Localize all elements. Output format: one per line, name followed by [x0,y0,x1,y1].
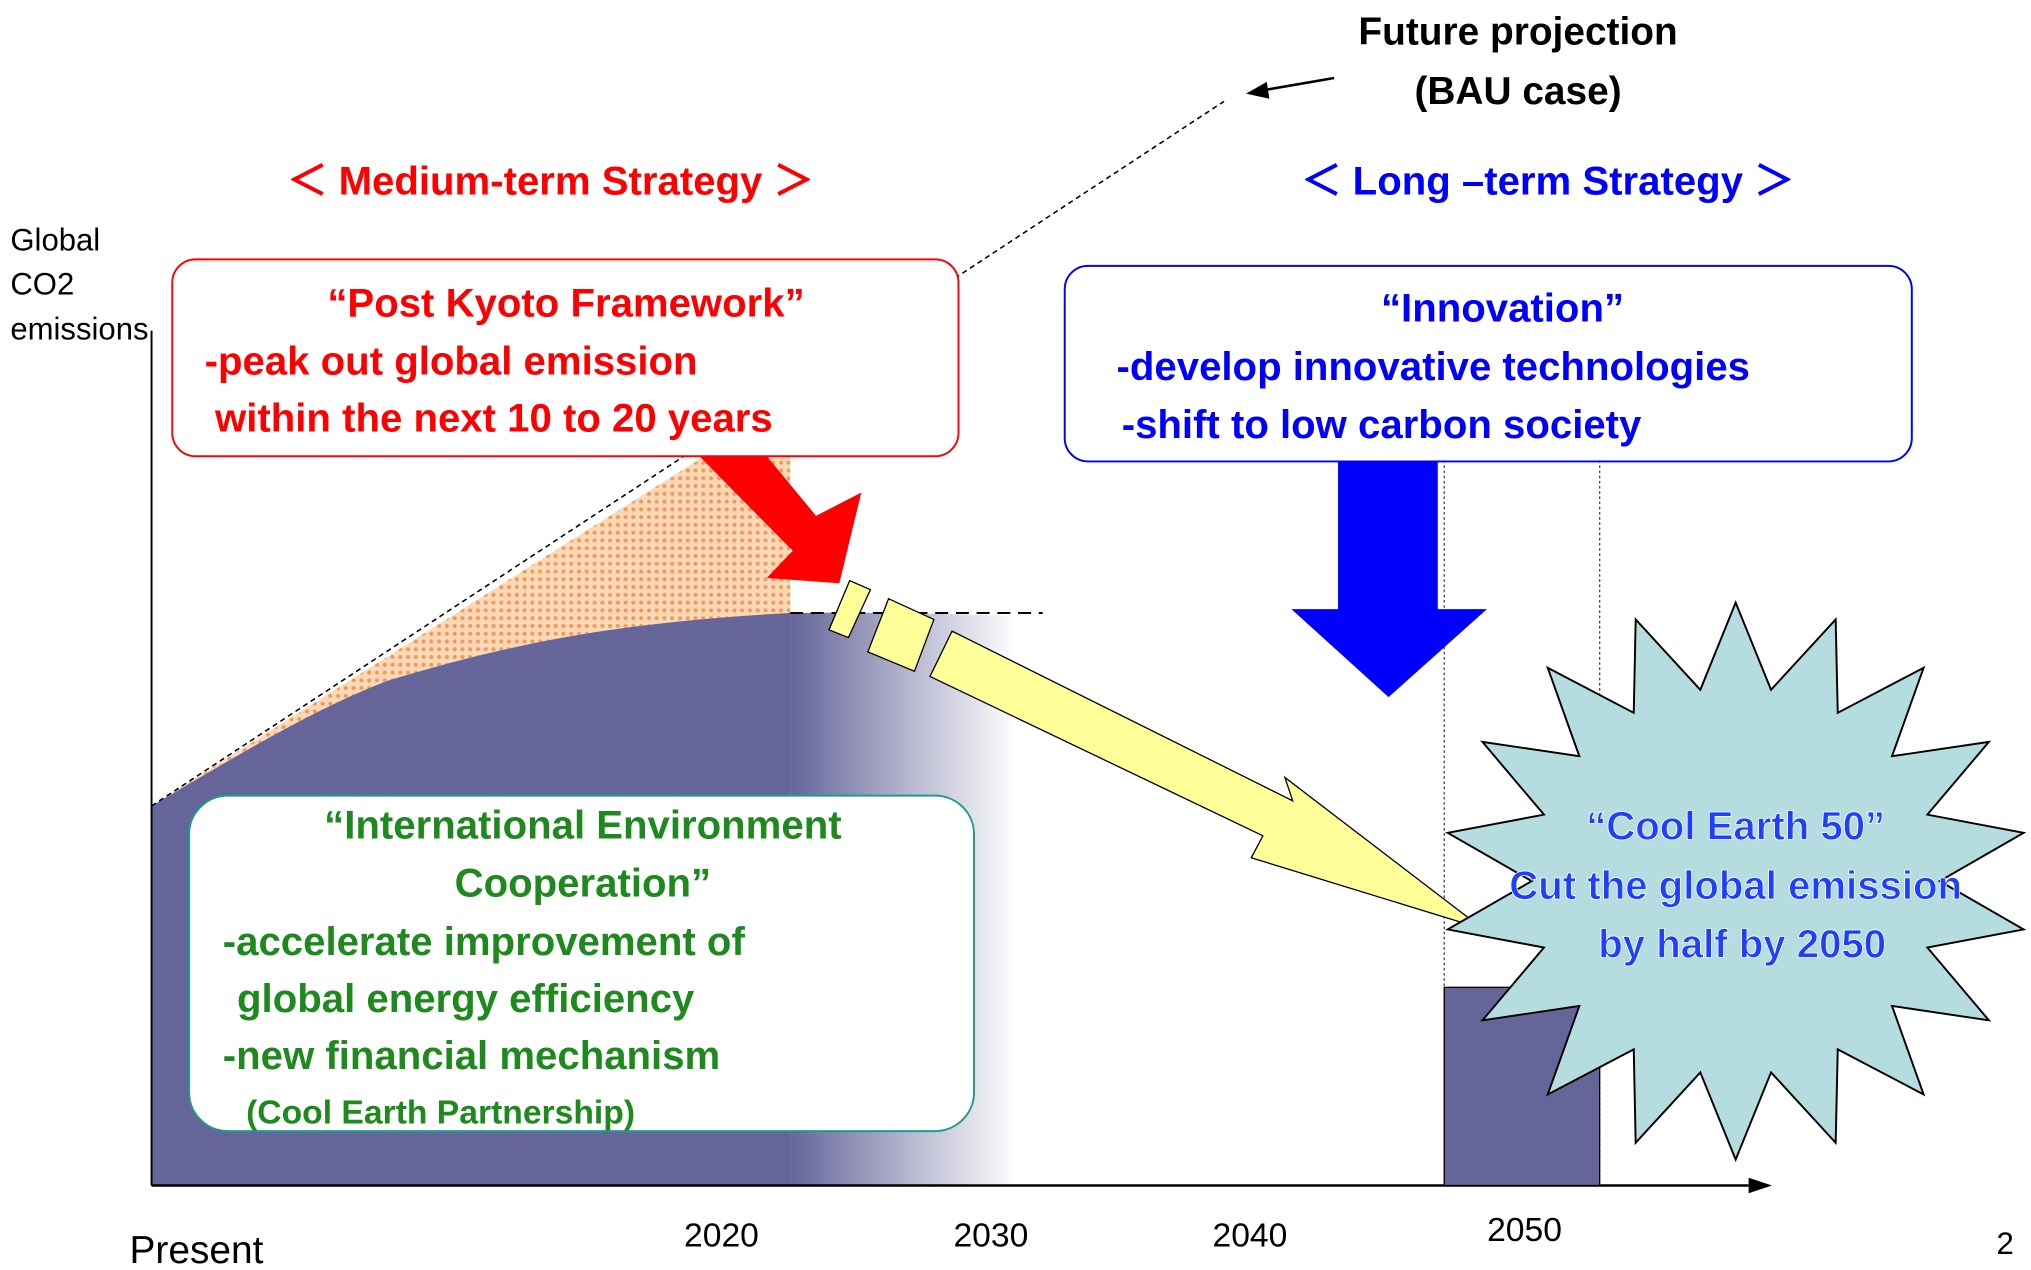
box-line: -accelerate improvement of [223,919,746,964]
starburst [1444,600,2027,1163]
x-label: 2040 [1213,1217,1288,1254]
x-label: Present [130,1229,264,1270]
x-label: 2020 [684,1217,759,1254]
cool-earth-line: Cut the global emission [1509,863,1962,908]
box-title: “International Environment [324,802,841,847]
y-axis-label: CO2 [10,266,74,301]
box-title: Cooperation” [455,861,711,906]
x-label: 2030 [953,1217,1028,1254]
x-label: 2050 [1487,1212,1562,1249]
y-axis-label: Global [10,222,100,257]
projection-label: Future projection [1358,10,1677,53]
box-line: (Cool Earth Partnership) [246,1094,635,1131]
box-line: within the next 10 to 20 years [214,396,773,441]
cooperation-box [188,794,976,1133]
box-title: “Post Kyoto Framework” [327,280,804,325]
page-number: 2 [1996,1226,2013,1261]
medium-term-heading: ＜ Medium-term Strategy ＞ [287,159,813,204]
box-line: -peak out global emission [205,339,698,384]
box-line: -new financial mechanism [223,1033,720,1078]
box-line: -develop innovative technologies [1117,344,1750,389]
projection-label: (BAU case) [1414,70,1621,113]
box-line: -shift to low carbon society [1122,402,1642,447]
box-title: “Innovation” [1381,286,1624,331]
box-line: global energy efficiency [237,976,695,1021]
cool-earth-title: “Cool Earth 50” [1586,804,1885,849]
post-kyoto-box [171,258,960,458]
innovation-box [1063,264,1913,463]
long-term-heading: ＜ Long –term Strategy ＞ [1301,159,1794,204]
cool-earth-line: by half by 2050 [1598,922,1886,967]
y-axis-label: emissions [10,312,148,347]
